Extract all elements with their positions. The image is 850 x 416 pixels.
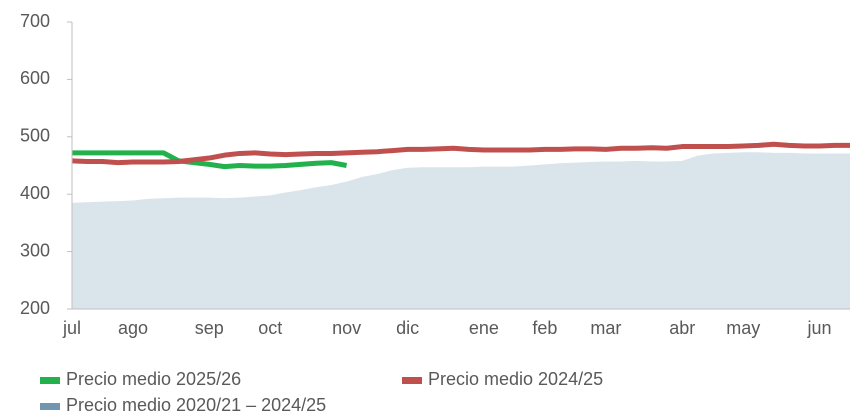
x-tick-label: ago [118, 318, 148, 338]
y-tick-label: 300 [20, 240, 50, 260]
x-tick-label: jun [806, 318, 831, 338]
y-tick-label: 400 [20, 183, 50, 203]
legend-label: Precio medio 2020/21 – 2024/25 [66, 395, 326, 415]
y-tick-label: 200 [20, 298, 50, 318]
line [72, 150, 348, 170]
x-tick-label: dic [396, 318, 419, 338]
x-tick-label: oct [258, 318, 282, 338]
x-tick-label: feb [532, 318, 557, 338]
line [71, 141, 850, 166]
y-tick-label: 700 [20, 11, 50, 31]
x-tick-label: sep [195, 318, 224, 338]
x-tick-label: nov [332, 318, 361, 338]
x-tick-label: mar [590, 318, 621, 338]
legend-swatch [40, 403, 60, 410]
x-tick-label: may [726, 318, 760, 338]
legend-swatch [402, 377, 422, 384]
x-tick-label: ene [469, 318, 499, 338]
y-tick-label: 600 [20, 68, 50, 88]
x-tick-label: jul [62, 318, 81, 338]
legend-swatch [40, 377, 60, 384]
area [72, 152, 850, 309]
y-tick-label: 500 [20, 126, 50, 146]
legend-label: Precio medio 2024/25 [428, 369, 603, 389]
legend-label: Precio medio 2025/26 [66, 369, 241, 389]
x-tick-label: abr [669, 318, 695, 338]
